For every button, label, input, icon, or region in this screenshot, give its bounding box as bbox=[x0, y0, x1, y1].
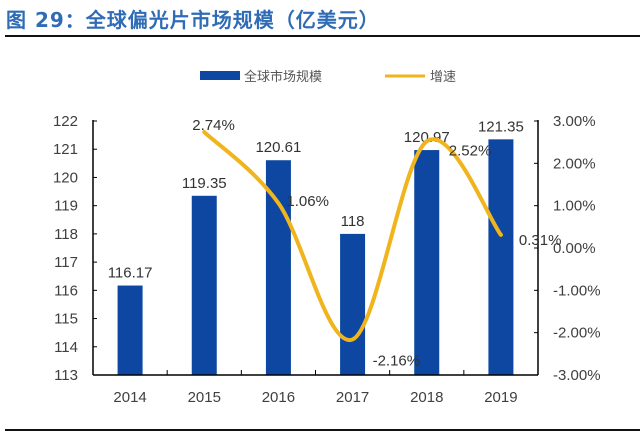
right-tick-label: -3.00% bbox=[553, 367, 601, 384]
bar-value-label: 121.35 bbox=[478, 118, 524, 135]
left-tick-label: 114 bbox=[54, 339, 78, 356]
growth-value-label: 2.74% bbox=[192, 117, 235, 134]
right-tick-label: 3.00% bbox=[553, 113, 596, 130]
x-tick-label: 2014 bbox=[113, 389, 146, 406]
bar-2019 bbox=[488, 139, 514, 375]
growth-value-label: 2.52% bbox=[449, 142, 492, 159]
bar-value-label: 120.61 bbox=[255, 139, 301, 156]
bar-2014 bbox=[117, 285, 143, 375]
left-tick-label: 118 bbox=[54, 226, 78, 243]
growth-value-label: 1.06% bbox=[286, 193, 329, 210]
left-tick-label: 119 bbox=[54, 198, 78, 215]
legend-bar-swatch bbox=[200, 71, 240, 80]
right-tick-label: 0.00% bbox=[553, 240, 596, 257]
left-tick-label: 116 bbox=[54, 282, 78, 299]
left-tick-label: 117 bbox=[54, 254, 78, 271]
x-tick-label: 2018 bbox=[410, 389, 443, 406]
left-tick-label: 120 bbox=[53, 169, 78, 186]
title-divider bbox=[5, 35, 640, 37]
growth-value-label: -2.16% bbox=[373, 352, 421, 369]
right-tick-label: 2.00% bbox=[553, 155, 596, 172]
left-tick-label: 113 bbox=[54, 367, 78, 384]
bar-2016 bbox=[265, 160, 291, 375]
bar-value-label: 119.35 bbox=[182, 175, 227, 192]
bar-value-label: 118 bbox=[341, 213, 365, 230]
bar-value-label: 116.17 bbox=[108, 265, 153, 282]
left-tick-label: 122 bbox=[53, 113, 78, 130]
bar-2017 bbox=[340, 233, 366, 375]
x-tick-label: 2017 bbox=[336, 389, 369, 406]
x-tick-label: 2015 bbox=[188, 389, 221, 406]
legend-bar-label: 全球市场规模 bbox=[244, 69, 322, 85]
bottom-divider bbox=[5, 429, 640, 431]
legend-line-label: 增速 bbox=[430, 70, 456, 85]
bar-2015 bbox=[191, 195, 217, 375]
growth-line bbox=[202, 130, 503, 342]
x-tick-label: 2019 bbox=[484, 389, 517, 406]
x-tick-label: 2016 bbox=[262, 389, 295, 406]
right-tick-label: -1.00% bbox=[553, 282, 601, 299]
bar-2018 bbox=[414, 150, 440, 375]
left-tick-label: 121 bbox=[53, 141, 78, 158]
right-tick-label: -2.00% bbox=[553, 325, 601, 342]
chart-title: 图 29：全球偏光片市场规模（亿美元） bbox=[6, 8, 380, 32]
growth-value-label: 0.31% bbox=[519, 232, 562, 249]
right-tick-label: 1.00% bbox=[553, 198, 596, 215]
left-tick-label: 115 bbox=[54, 311, 78, 328]
